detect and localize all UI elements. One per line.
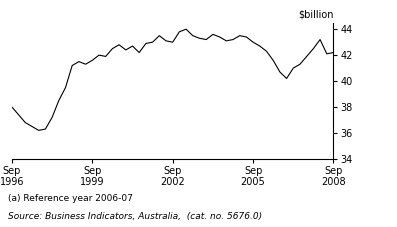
Text: $billion: $billion — [298, 10, 333, 20]
Text: (a) Reference year 2006-07: (a) Reference year 2006-07 — [8, 194, 133, 203]
Text: Source: Business Indicators, Australia,  (cat. no. 5676.0): Source: Business Indicators, Australia, … — [8, 212, 262, 221]
